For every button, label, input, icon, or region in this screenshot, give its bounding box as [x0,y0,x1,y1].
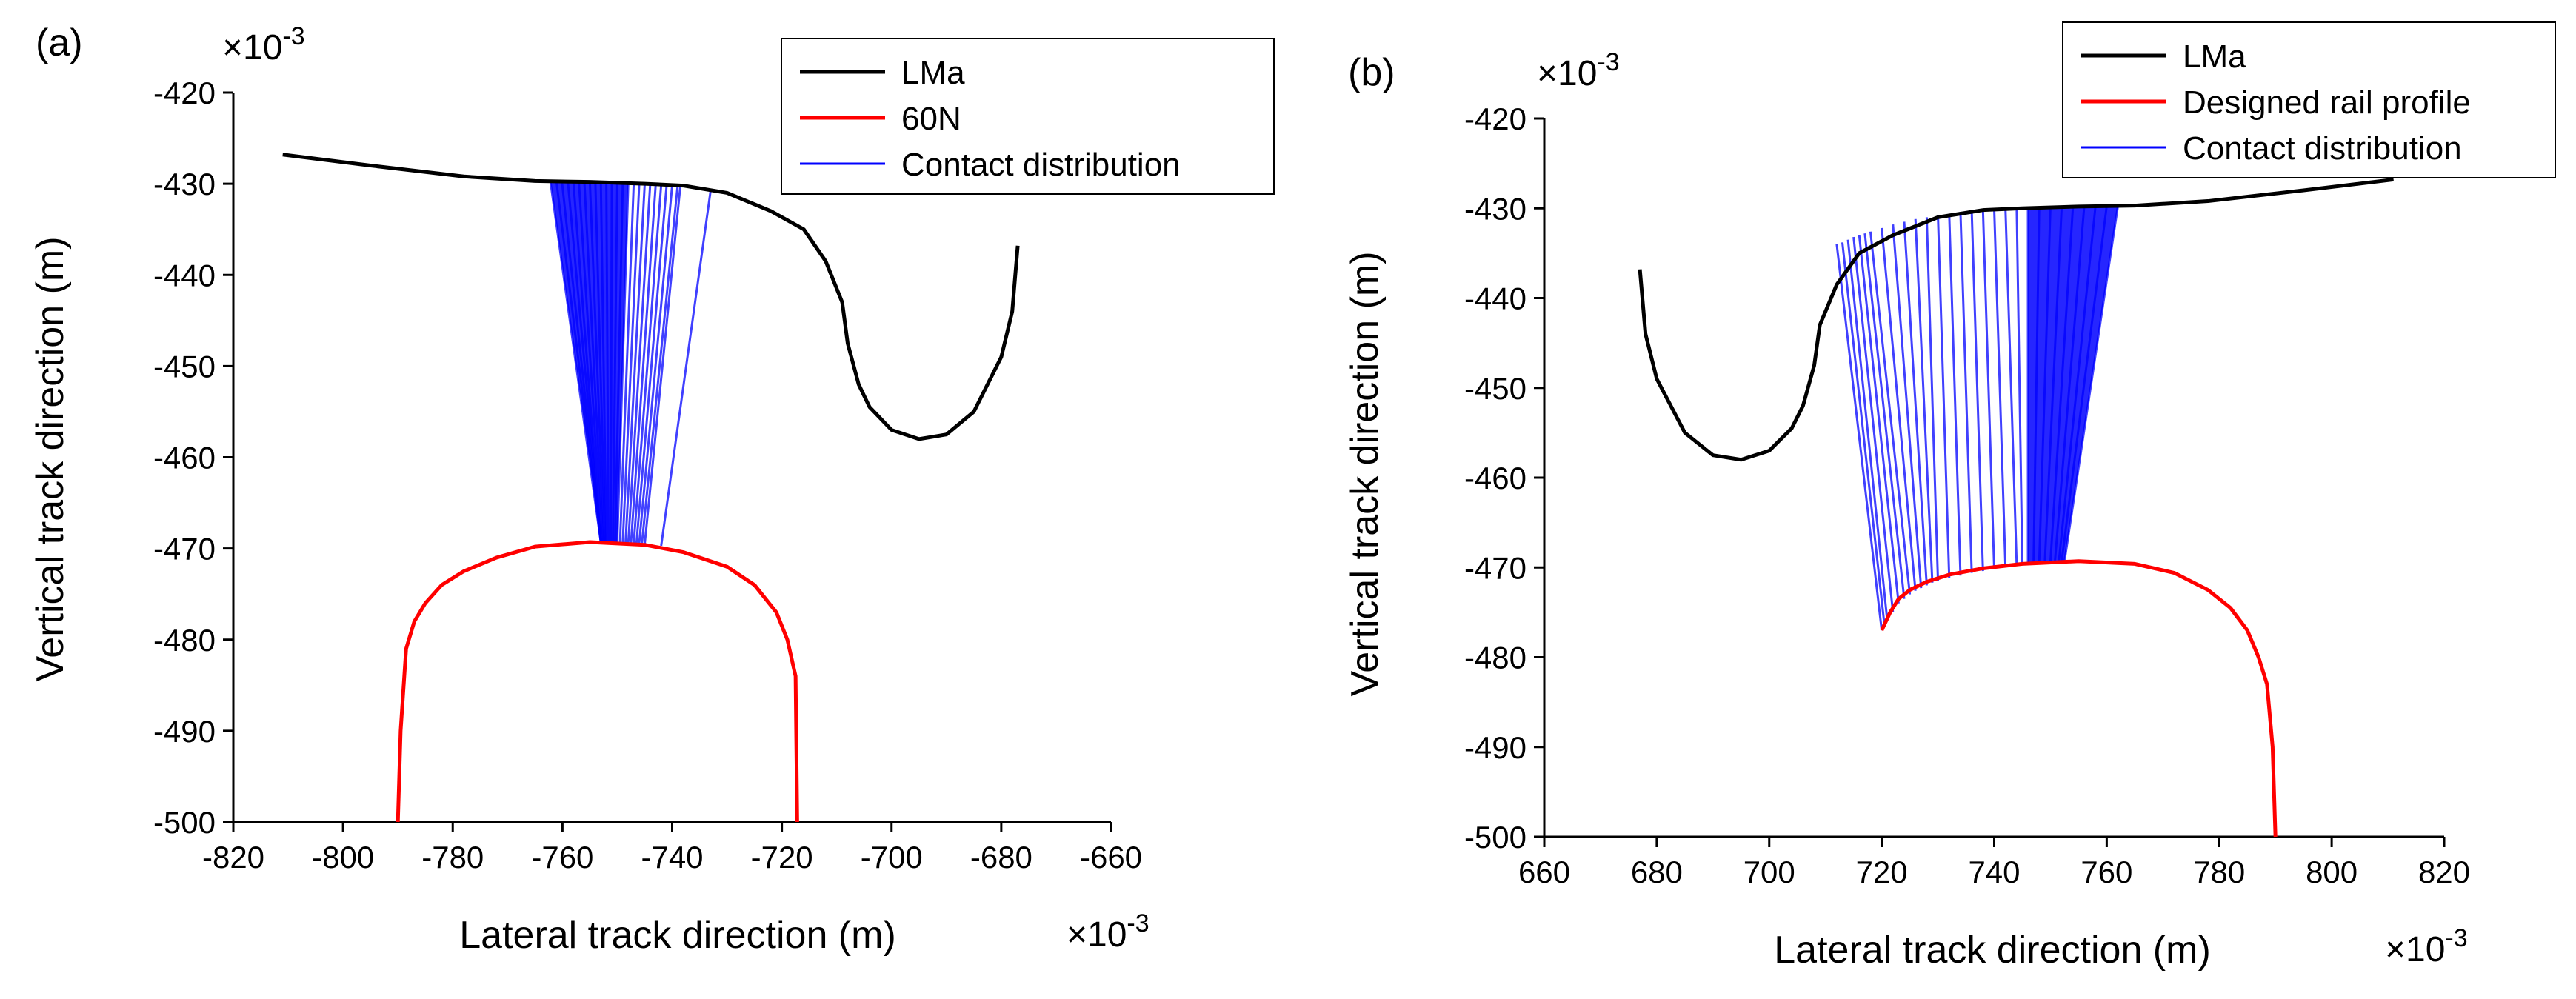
panel-a-legend-label: 60N [901,101,961,137]
panel-b-x-tick-label: 720 [1856,855,1908,889]
panel-b-legend-label: LMa [2183,39,2246,75]
panel-b-x-tick-label: 780 [2193,855,2245,889]
panel-b-y-tick-label: -480 [1464,641,1526,675]
panel-b-y-tick-label: -420 [1464,101,1526,136]
panel-b-y-tick-label: -500 [1464,820,1526,855]
panel-a-x-tick-label: -700 [861,840,923,875]
panel-b-contact-line [1892,224,1923,589]
panel-b-x-tick-label: 680 [1631,855,1683,889]
panel-b-contact-line [1914,218,1934,583]
panel-a-wheel-profile-line [282,153,1020,441]
panel-b-contact-line [1835,244,1883,631]
panel-a-y-tick-label: -460 [153,441,216,475]
panel-b-contact-line [2015,207,2023,565]
panel-b-x-tick-label: 700 [1744,855,1795,889]
panel-a-contact-line [660,190,712,547]
panel-b-contact-fan [2028,205,2118,564]
panel-b-contact-line [1869,231,1912,595]
panel-b-y-tick-label: -460 [1464,461,1526,495]
panel-a-contact-line [633,184,663,544]
panel-b-y-axis-title: Vertical track direction (m) [1344,251,1387,696]
panel-a-y-tick-label: -420 [153,76,216,110]
panel-b-contact-line [1959,212,1973,573]
panel-a-contact-line [618,182,635,543]
panel-a-x-multiplier: ×10-3 [1067,909,1149,955]
panel-b-wheel-profile-line [1638,177,2394,462]
panel-a-y-tick-label: -490 [153,714,216,749]
panel-b-contact-line [1925,217,1940,581]
panel-a-label: (a) [36,21,83,64]
panel-a-x-tick-label: -680 [970,840,1032,875]
panel-a-legend-label: LMa [901,55,965,91]
panel-b-legend-label: Designed rail profile [2183,84,2471,121]
panel-a-x-tick-label: -720 [751,840,813,875]
panel-a-contact-fan [550,181,629,543]
panel-b-legend-label: Contact distribution [2183,130,2462,167]
panel-b-contact-line [1937,215,1951,578]
panel-a-y-tick-label: -500 [153,805,216,840]
panel-a-y-tick-label: -440 [153,258,216,293]
panel-b-x-tick-label: 740 [1968,855,2020,889]
panel-a-contact-line [641,185,679,544]
panel-b-x-tick-label: 660 [1518,855,1570,889]
panel-b-contact-line [1903,221,1928,586]
panel-b-contact-line [1863,233,1906,599]
panel-b-x-multiplier: ×10-3 [2385,924,2468,969]
panel-b-contact-line [1846,239,1889,622]
panel-b-y-tick-label: -490 [1464,730,1526,765]
panel-a-y-tick-label: -450 [153,349,216,384]
panel-a-x-tick-label: -740 [641,840,703,875]
panel-b-contact-line [1841,242,1886,627]
panel-a-x-tick-label: -780 [421,840,484,875]
panel-a-contact-line [621,184,641,543]
panel-a-x-tick-label: -760 [531,840,593,875]
panel-b-x-tick-label: 800 [2306,855,2358,889]
panel-a-contact-line [627,184,652,544]
panel-a-contact-line [643,185,682,544]
panel-b-x-tick-label: 820 [2418,855,2470,889]
panel-b-x-tick-label: 760 [2081,855,2132,889]
panel-b-y-tick-label: -450 [1464,371,1526,406]
panel-b-y-tick-label: -470 [1464,550,1526,585]
panel-a-rail-profile-line [396,540,799,823]
panel-a-contact-line [635,184,668,544]
panel-b-y-tick-label: -430 [1464,191,1526,226]
panel-b-rail-profile-line [1880,559,2278,838]
panel-b-x-axis-title: Lateral track direction (m) [1774,929,2211,972]
panel-a-x-tick-label: -800 [312,840,374,875]
panel-a-y-axis-title: Vertical track direction (m) [29,236,72,681]
panel-b-contact-line [1981,210,1995,569]
panel-a-x-axis-title: Lateral track direction (m) [459,914,896,957]
panel-b-y-multiplier: ×10-3 [1537,48,1620,93]
panel-a-legend-label: Contact distribution [901,147,1181,183]
panel-a-contact-line [630,184,657,544]
panel-b-contact-line [1993,209,2007,568]
panel-a-x-tick-label: -660 [1080,840,1142,875]
panel-b-label: (b) [1348,51,1395,94]
panel-a-y-tick-label: -470 [153,532,216,567]
panel-a-y-tick-label: -480 [153,623,216,658]
panel-a-y-tick-label: -430 [153,167,216,201]
panel-a-y-multiplier: ×10-3 [222,22,305,67]
panel-b-contact-line [1948,213,1962,576]
panel-b-contact-line [1858,235,1900,604]
panel-a-contact-line [624,184,646,544]
panel-a-contact-line [638,185,673,544]
panel-b-contact-line [1970,210,1984,572]
panel-b-y-tick-label: -440 [1464,281,1526,316]
panel-a-x-tick-label: -820 [202,840,264,875]
panel-b-contact-line [1881,227,1917,591]
panel-b-contact-line [1852,236,1895,613]
panel-b-contact-line [2004,208,2018,566]
